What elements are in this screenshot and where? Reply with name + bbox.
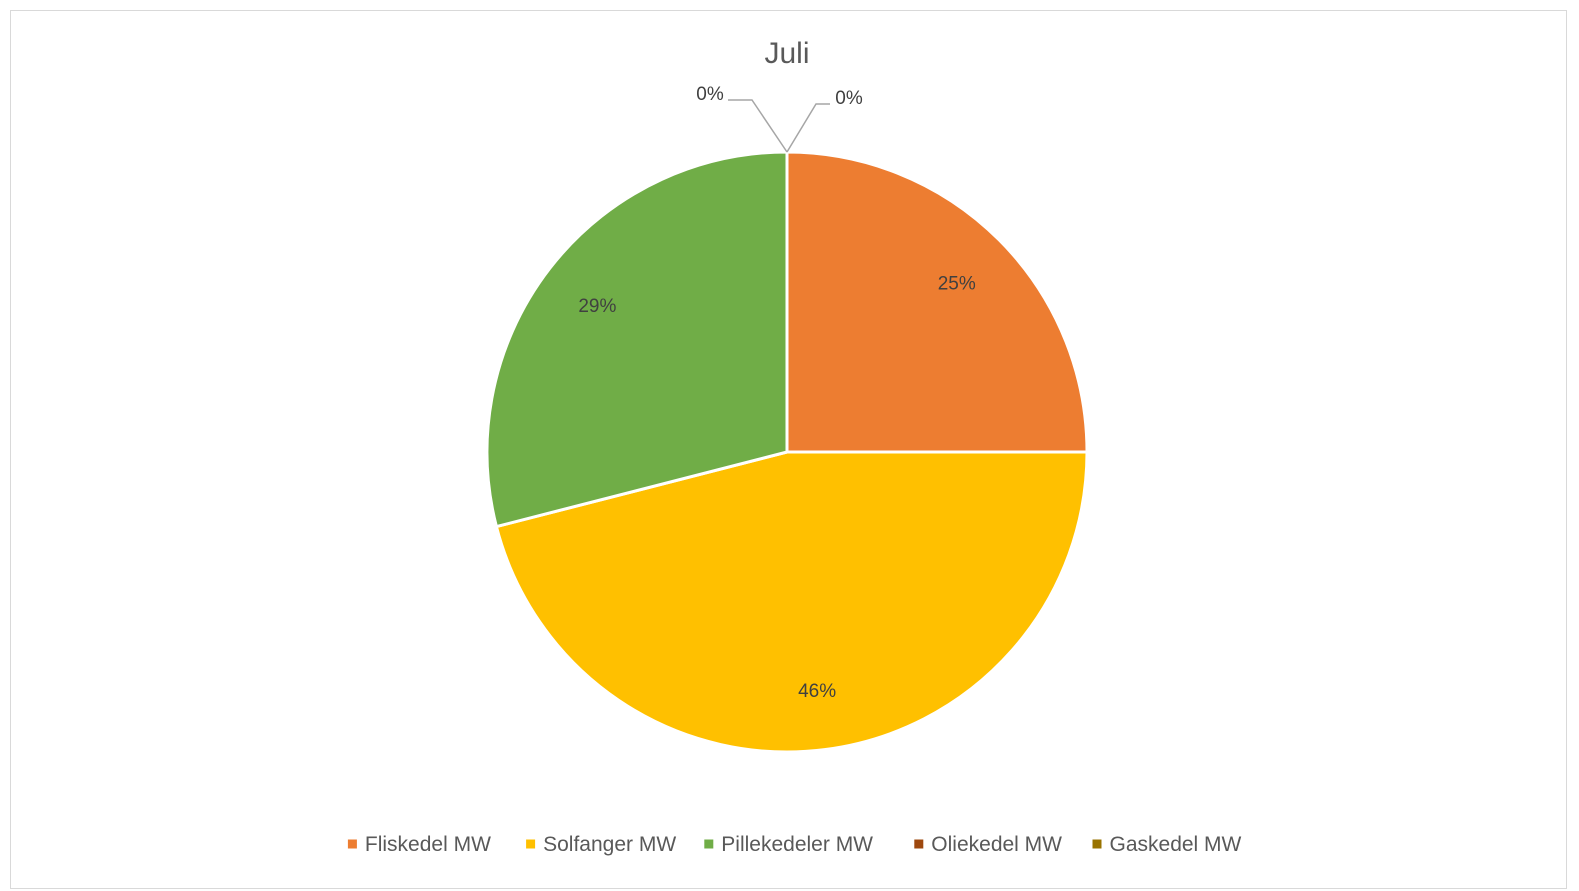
data-labels: 25% 46% 29% 0% 0% [578, 84, 975, 702]
data-label-pillekedeler-mw: 29% [578, 296, 616, 317]
slice-fliskedel-mw [785, 150, 1089, 454]
pie-slices [485, 150, 1089, 754]
data-label-gaskedel-mw: 0% [835, 88, 863, 109]
legend-label-oliekedel-mw: Oliekedel MW [931, 833, 1062, 856]
legend-item-pillekedeler-mw: Pillekedeler MW [704, 833, 873, 856]
legend-marker-solfanger-mw [526, 839, 536, 849]
legend: Fliskedel MW Solfanger MW Pillekedeler MW O… [347, 833, 1242, 856]
chart-title: Juli [764, 37, 809, 70]
legend-label-pillekedeler-mw: Pillekedeler MW [721, 833, 873, 856]
data-label-fliskedel-mw: 25% [938, 273, 976, 294]
legend-marker-fliskedel-mw [347, 839, 357, 849]
legend-marker-gaskedel-mw [1092, 839, 1102, 849]
slice-solfanger-mw [494, 450, 1089, 754]
legend-label-solfanger-mw: Solfanger MW [543, 833, 676, 856]
data-label-solfanger-mw: 46% [798, 681, 836, 702]
legend-item-solfanger-mw: Solfanger MW [526, 833, 676, 856]
leader-lines [728, 99, 830, 153]
legend-marker-oliekedel-mw [914, 839, 924, 849]
leader-line-oliekedel-mw [728, 99, 788, 153]
legend-marker-pillekedeler-mw [704, 839, 714, 849]
legend-item-gaskedel-mw: Gaskedel MW [1092, 833, 1242, 856]
leader-line-gaskedel-mw [786, 103, 830, 153]
legend-item-fliskedel-mw: Fliskedel MW [347, 833, 491, 856]
legend-label-fliskedel-mw: Fliskedel MW [365, 833, 491, 856]
slice-pillekedeler-mw [485, 150, 789, 529]
data-label-oliekedel-mw: 0% [696, 84, 724, 105]
legend-item-oliekedel-mw: Oliekedel MW [914, 833, 1062, 856]
legend-label-gaskedel-mw: Gaskedel MW [1110, 833, 1242, 856]
